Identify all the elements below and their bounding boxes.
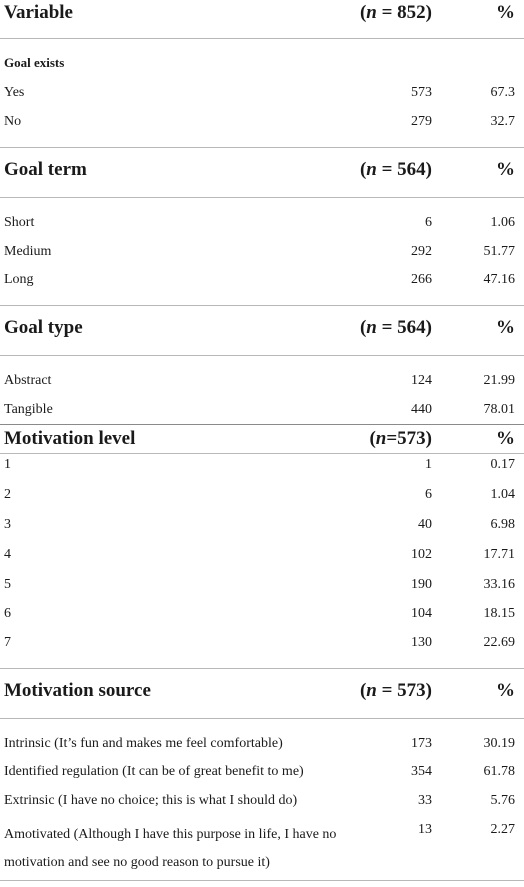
- divider: [0, 355, 524, 356]
- divider: [0, 147, 524, 148]
- n-header: (n = 852): [359, 2, 432, 23]
- divider: [0, 880, 524, 881]
- variable-header: Variable: [4, 2, 73, 23]
- percent-header: %: [496, 2, 515, 23]
- divider: [0, 305, 524, 306]
- divider: [0, 424, 524, 425]
- divider: [0, 668, 524, 669]
- divider: [0, 197, 524, 198]
- divider: [0, 38, 524, 39]
- divider: [0, 453, 524, 454]
- divider: [0, 718, 524, 719]
